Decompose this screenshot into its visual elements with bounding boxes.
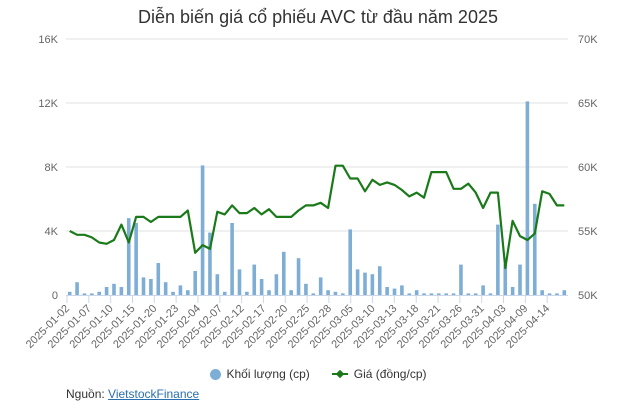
svg-text:60K: 60K	[578, 162, 598, 174]
source-prefix: Nguồn:	[66, 387, 105, 401]
svg-text:70K: 70K	[578, 34, 598, 46]
right-axis: 50K 55K 60K 65K 70K	[578, 34, 598, 302]
legend-price-label: Giá (đồng/cp)	[353, 367, 427, 381]
source-note: Nguồn: VietstockFinance	[66, 387, 199, 401]
legend: Khối lượng (cp) Giá (đồng/cp)	[0, 367, 636, 381]
svg-text:0: 0	[52, 290, 58, 302]
price-line	[69, 164, 565, 270]
price-swatch-icon	[331, 369, 348, 379]
svg-text:55K: 55K	[578, 226, 598, 238]
legend-item-price[interactable]: Giá (đồng/cp)	[331, 367, 427, 381]
svg-text:50K: 50K	[578, 290, 598, 302]
grid-lines	[66, 38, 568, 232]
left-axis: 0 4K 8K 12K 16K	[38, 34, 58, 302]
legend-volume-label: Khối lượng (cp)	[226, 367, 310, 381]
svg-text:16K: 16K	[38, 34, 58, 46]
svg-text:8K: 8K	[45, 162, 59, 174]
x-axis: 2025-01-022025-01-072025-01-102025-01-15…	[24, 295, 568, 351]
svg-text:65K: 65K	[578, 98, 598, 110]
volume-swatch-icon	[209, 368, 221, 380]
volume-bars	[67, 101, 567, 296]
source-link[interactable]: VietstockFinance	[108, 387, 200, 401]
chart-plot: 0 4K 8K 12K 16K 50K 55K 60K 65K 70K 2025-01-0220…	[24, 34, 598, 351]
chart-title: Diễn biến giá cổ phiếu AVC từ đầu năm 20…	[138, 7, 498, 27]
svg-text:12K: 12K	[38, 98, 58, 110]
legend-item-volume[interactable]: Khối lượng (cp)	[209, 367, 310, 381]
svg-text:4K: 4K	[45, 226, 59, 238]
